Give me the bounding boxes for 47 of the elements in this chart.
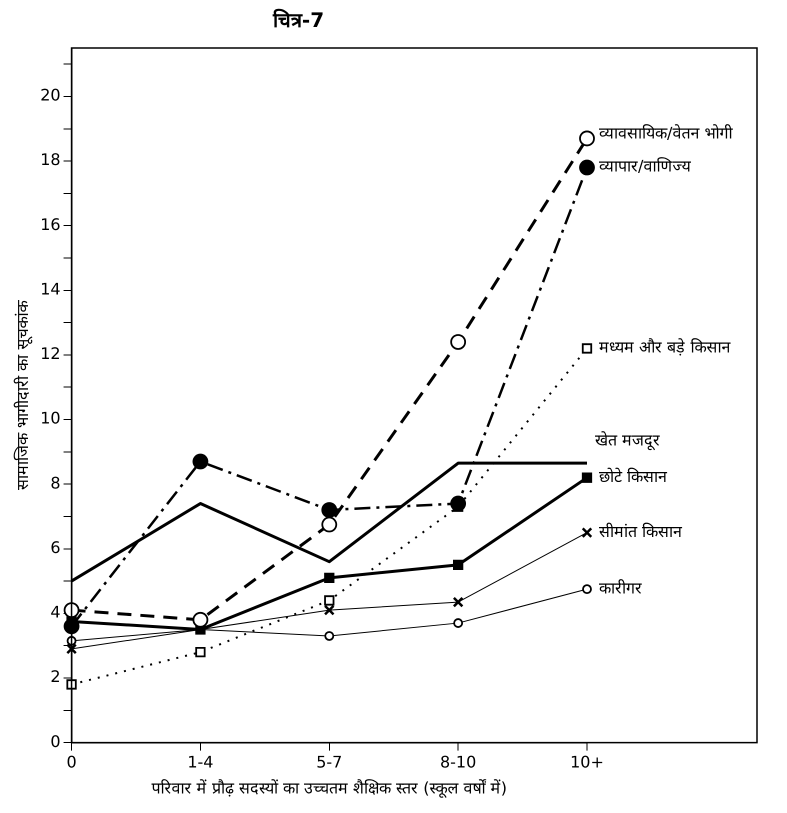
x-axis-title: परिवार में प्रौढ़ सदस्यों का उच्चतम शैक्षिक स्तर (स्कूल वर्षों में) xyxy=(152,778,507,799)
point xyxy=(450,496,466,512)
point xyxy=(579,160,595,176)
point xyxy=(321,516,338,532)
point xyxy=(452,596,464,608)
series-label: व्यावसायिक/वेतन भोगी xyxy=(599,124,734,143)
y-tick-label: 6 xyxy=(50,538,61,557)
y-tick-label: 4 xyxy=(50,602,61,622)
series-label: खेत मजदूर xyxy=(595,430,660,450)
y-tick-label: 0 xyxy=(50,732,61,751)
y-tick-label: 10 xyxy=(40,408,61,428)
point xyxy=(582,584,592,594)
point xyxy=(321,502,338,518)
y-tick-label: 2 xyxy=(50,667,61,686)
point xyxy=(192,454,208,470)
point xyxy=(582,527,592,538)
point xyxy=(582,343,592,354)
series-label: मध्यम और बड़े किसान xyxy=(599,338,732,357)
point xyxy=(582,472,592,483)
point xyxy=(579,130,595,146)
point xyxy=(192,612,208,628)
series-label: कारीगर xyxy=(599,578,642,598)
x-tick-label: 8-10 xyxy=(440,752,476,772)
point xyxy=(324,604,335,616)
chart-title: चित्र-7 xyxy=(272,8,324,32)
point xyxy=(452,560,464,570)
point xyxy=(453,618,464,628)
y-tick-label: 18 xyxy=(40,150,61,170)
point xyxy=(324,572,334,583)
series-label: छोटे किसान xyxy=(599,466,668,486)
x-tick-label: 5-7 xyxy=(316,752,342,772)
point xyxy=(66,643,78,654)
point xyxy=(195,647,206,658)
y-tick-label: 16 xyxy=(40,214,61,234)
series-label: सीमांत किसान xyxy=(599,522,684,541)
point xyxy=(324,595,334,606)
point xyxy=(324,631,334,641)
point xyxy=(450,334,466,350)
y-tick-label: 20 xyxy=(40,86,61,105)
x-tick-label: 0 xyxy=(66,752,77,772)
y-tick-label: 8 xyxy=(50,473,61,492)
x-tick-label: 1-4 xyxy=(187,752,214,772)
y-tick-label: 14 xyxy=(40,279,61,298)
series-label: व्यापार/वाणिज्य xyxy=(599,156,692,176)
y-axis-title: सामाजिक भागीदारी का सूचकांक xyxy=(12,300,33,490)
x-tick-label: 10+ xyxy=(570,752,604,772)
y-tick-label: 12 xyxy=(40,344,61,364)
